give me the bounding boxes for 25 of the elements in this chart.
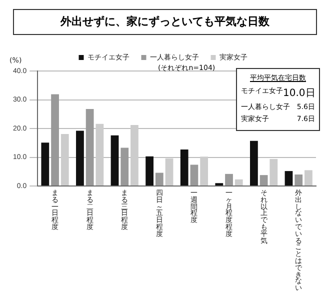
bar — [110, 135, 119, 186]
bar — [155, 172, 164, 186]
bar — [60, 134, 69, 186]
chart-title: 外出せずに、家にずっといても平気な日数 — [13, 9, 317, 35]
bar — [41, 142, 50, 186]
bar — [180, 149, 188, 186]
bar — [190, 164, 198, 186]
bar — [225, 174, 233, 186]
bar — [250, 140, 258, 186]
bar — [130, 125, 138, 186]
bar — [86, 108, 94, 186]
bar — [76, 130, 84, 186]
bar — [120, 148, 129, 186]
bar — [304, 170, 312, 186]
bar — [51, 94, 59, 186]
bar — [165, 158, 174, 186]
annotation: 10.0日 — [283, 87, 316, 100]
bar — [294, 174, 303, 186]
bar — [200, 156, 208, 186]
bar — [146, 156, 154, 186]
bar — [96, 124, 104, 186]
bar — [270, 158, 278, 186]
bar — [284, 171, 293, 186]
bar — [260, 175, 268, 186]
bar — [234, 179, 243, 186]
